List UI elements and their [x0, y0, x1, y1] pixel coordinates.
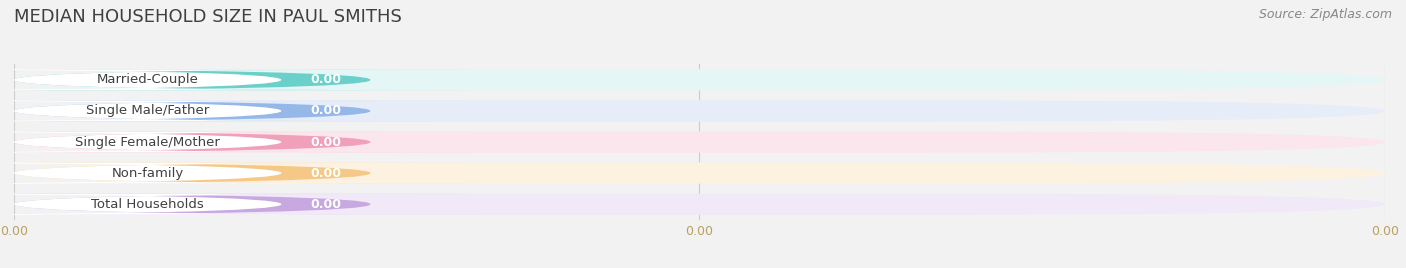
- FancyBboxPatch shape: [0, 69, 481, 90]
- FancyBboxPatch shape: [14, 69, 1385, 90]
- FancyBboxPatch shape: [14, 163, 1385, 184]
- FancyBboxPatch shape: [0, 163, 481, 184]
- Text: 0.00: 0.00: [311, 198, 342, 211]
- FancyBboxPatch shape: [0, 132, 481, 152]
- Text: MEDIAN HOUSEHOLD SIZE IN PAUL SMITHS: MEDIAN HOUSEHOLD SIZE IN PAUL SMITHS: [14, 8, 402, 26]
- FancyBboxPatch shape: [0, 194, 481, 215]
- Text: Total Households: Total Households: [91, 198, 204, 211]
- Text: Source: ZipAtlas.com: Source: ZipAtlas.com: [1258, 8, 1392, 21]
- FancyBboxPatch shape: [14, 194, 1385, 215]
- Text: Non-family: Non-family: [111, 167, 184, 180]
- FancyBboxPatch shape: [14, 132, 1385, 152]
- FancyBboxPatch shape: [0, 100, 481, 121]
- FancyBboxPatch shape: [0, 69, 481, 90]
- FancyBboxPatch shape: [0, 100, 481, 121]
- Text: 0.00: 0.00: [311, 136, 342, 148]
- FancyBboxPatch shape: [0, 69, 481, 90]
- FancyBboxPatch shape: [0, 132, 481, 152]
- Text: Single Male/Father: Single Male/Father: [86, 105, 209, 117]
- Text: Married-Couple: Married-Couple: [97, 73, 198, 86]
- FancyBboxPatch shape: [0, 132, 481, 152]
- Text: 0.00: 0.00: [311, 105, 342, 117]
- FancyBboxPatch shape: [0, 194, 481, 215]
- FancyBboxPatch shape: [0, 194, 481, 215]
- FancyBboxPatch shape: [0, 100, 481, 121]
- Text: 0.00: 0.00: [311, 73, 342, 86]
- FancyBboxPatch shape: [14, 100, 1385, 121]
- FancyBboxPatch shape: [0, 163, 481, 184]
- Text: Single Female/Mother: Single Female/Mother: [76, 136, 221, 148]
- Text: 0.00: 0.00: [311, 167, 342, 180]
- FancyBboxPatch shape: [0, 163, 481, 184]
